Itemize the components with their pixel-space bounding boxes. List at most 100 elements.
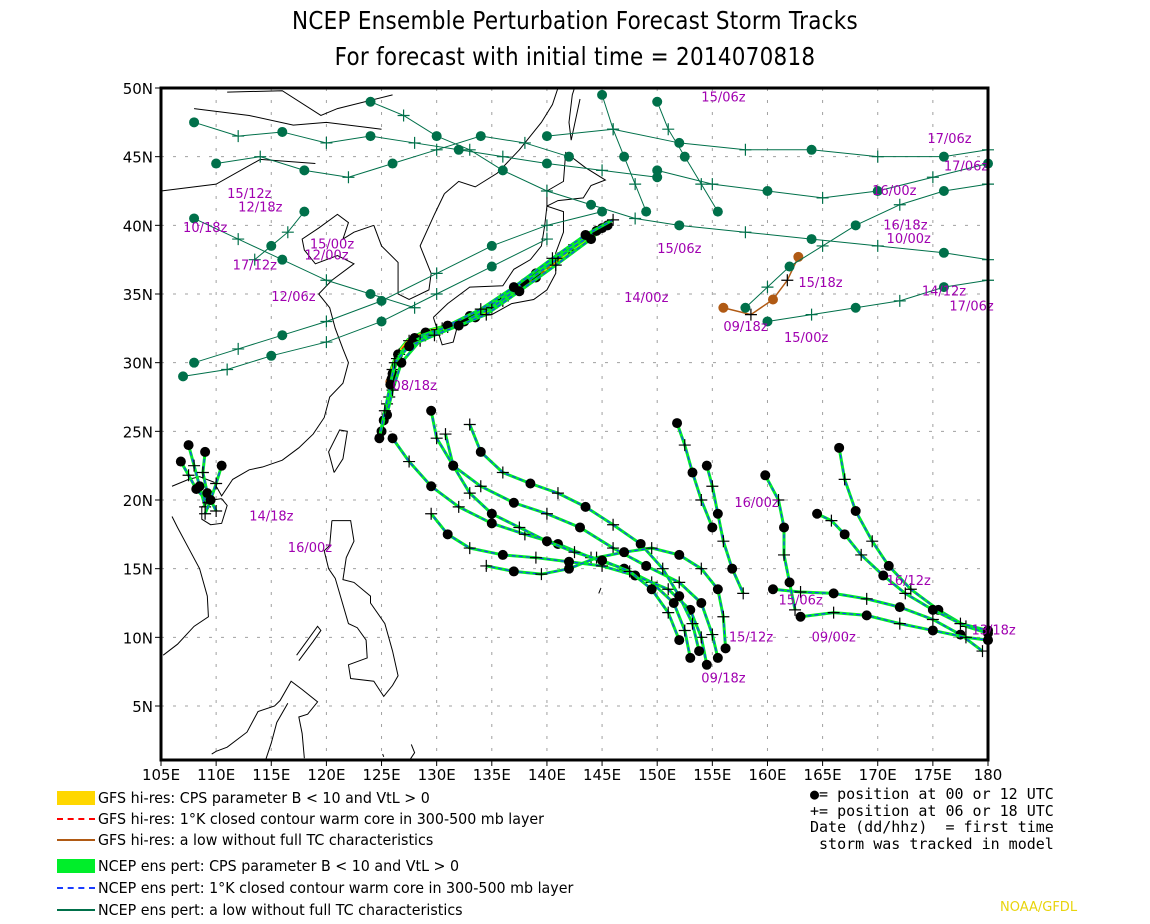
legend-item-ens-low: NCEP ens pert: a low without full TC cha… <box>57 900 482 920</box>
position-dot <box>701 659 712 670</box>
position-plus <box>540 507 553 520</box>
position-plus <box>686 617 699 630</box>
date-labels: 08/18z 15/06z 17/06z 17/06z 15/18z 15/00z 09/1… <box>183 91 1016 687</box>
position-plus <box>623 565 636 578</box>
position-dot <box>938 282 949 293</box>
position-dot <box>938 247 949 258</box>
position-dot <box>927 604 938 615</box>
position-plus <box>926 613 939 626</box>
date-label: 09/18z <box>701 672 745 687</box>
position-plus <box>706 628 719 641</box>
position-dot <box>839 529 850 540</box>
position-dot <box>426 405 437 416</box>
position-plus <box>959 631 972 644</box>
position-dot <box>597 555 608 566</box>
position-plus <box>463 418 476 431</box>
position-plus <box>596 164 609 177</box>
position-plus <box>706 178 719 191</box>
position-plus <box>388 356 401 369</box>
position-dot <box>674 137 685 148</box>
position-plus <box>320 136 333 149</box>
position-plus <box>281 226 294 239</box>
position-dot <box>793 251 804 262</box>
position-plus <box>496 150 509 163</box>
position-dot <box>834 442 845 453</box>
position-dot <box>453 144 464 155</box>
position-plus <box>607 213 620 226</box>
position-plus <box>320 274 333 287</box>
position-dot <box>575 522 586 533</box>
position-dot <box>762 186 773 196</box>
position-dot <box>712 206 723 217</box>
position-plus <box>825 514 838 527</box>
lat-lon-grid <box>161 88 988 760</box>
position-plus <box>428 329 441 342</box>
position-dot <box>850 220 861 231</box>
position-dot <box>694 646 705 657</box>
position-dot <box>514 286 525 297</box>
position-plus <box>645 542 658 555</box>
position-plus <box>607 518 620 531</box>
position-dot <box>277 330 288 341</box>
date-label: 12/06z <box>271 290 315 305</box>
position-dot <box>266 240 277 251</box>
position-plus <box>781 274 794 287</box>
legend-item-gfs-warm-core: GFS hi-res: 1°K closed contour warm core… <box>57 809 568 829</box>
position-dot <box>586 199 597 210</box>
position-plus <box>463 487 476 500</box>
position-plus <box>196 466 209 479</box>
position-plus <box>474 303 487 316</box>
position-plus <box>678 624 691 637</box>
date-label: 14/12z <box>922 284 966 299</box>
position-dot <box>376 316 387 327</box>
position-dot <box>200 446 211 457</box>
credit-label: NOAA/GFDL <box>1000 900 1078 915</box>
date-label: 15/00z <box>310 238 354 253</box>
legend-item-gfs-cps: GFS hi-res: CPS parameter B < 10 and VtL… <box>57 788 447 808</box>
date-label: 17/12z <box>233 258 277 273</box>
position-plus <box>893 198 906 211</box>
symbol-key: ●= position at 00 or 12 UTC += position … <box>810 786 1054 852</box>
position-plus <box>926 171 939 184</box>
x-tick-label: 105E <box>142 766 180 784</box>
y-tick-label: 35N <box>123 286 153 304</box>
x-tick-label: 135E <box>473 766 511 784</box>
dark-green-line-icon <box>57 909 95 911</box>
position-dot <box>365 131 376 142</box>
position-dot <box>563 563 574 574</box>
position-plus <box>342 171 355 184</box>
position-dot <box>497 549 508 560</box>
y-tick-label: 5N <box>132 698 153 716</box>
position-dot <box>727 563 738 574</box>
date-label: 15/18z <box>798 276 842 291</box>
position-dot <box>277 254 288 265</box>
position-dot <box>674 220 685 231</box>
x-tick-label: 160E <box>748 766 786 784</box>
position-plus <box>778 548 791 561</box>
date-label: 16/00z <box>872 184 916 199</box>
position-plus <box>452 500 465 513</box>
position-plus <box>551 487 564 500</box>
y-tick-label: 10N <box>123 629 153 647</box>
position-plus <box>954 617 967 630</box>
position-plus <box>871 150 884 163</box>
x-tick-label: 175E <box>914 766 952 784</box>
position-dot <box>652 165 663 176</box>
position-dot <box>679 151 690 162</box>
position-dot <box>687 467 698 478</box>
date-label: 16/18z <box>883 218 927 233</box>
position-dot <box>175 456 186 467</box>
date-label: 17/06z <box>944 159 988 174</box>
red-dashed-line-icon <box>57 818 95 820</box>
position-plus <box>540 219 553 232</box>
storm-tracks <box>175 89 994 670</box>
position-dot <box>486 508 497 519</box>
position-plus <box>320 336 333 349</box>
position-dot <box>385 379 396 390</box>
position-dot <box>497 165 508 176</box>
position-plus <box>546 252 559 265</box>
position-plus <box>893 617 906 630</box>
position-plus <box>232 342 245 355</box>
position-plus <box>463 542 476 555</box>
position-dot <box>277 126 288 137</box>
